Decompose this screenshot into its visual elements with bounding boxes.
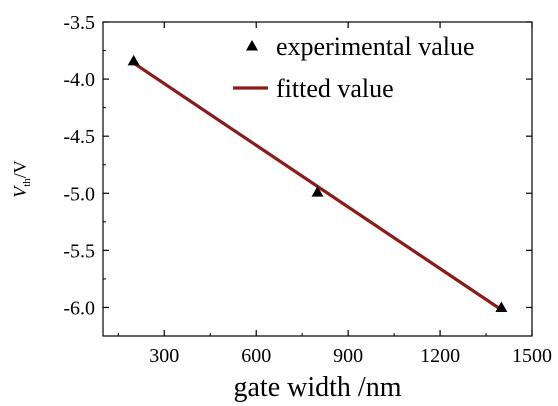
legend-label-fitted: fitted value — [276, 74, 394, 103]
data-point-triangle — [495, 301, 508, 312]
y-axis-ticks: -3.5 -4.0 -4.5 -5.0 -5.5 -6.0 — [63, 12, 532, 319]
x-tick-label: 300 — [149, 345, 179, 367]
x-tick-label: 1500 — [512, 345, 552, 367]
y-axis-title-subscript: th — [21, 178, 33, 187]
data-series — [127, 54, 508, 312]
x-tick-label: 900 — [333, 345, 363, 367]
y-tick-label: -5.5 — [63, 240, 95, 262]
legend-marker-experimental — [246, 40, 258, 51]
data-point-triangle — [311, 186, 324, 197]
y-tick-label: -4.0 — [63, 69, 95, 91]
y-axis-title-unit: /V — [10, 160, 30, 178]
x-axis-ticks: 300 600 900 1200 1500 — [117, 22, 552, 367]
y-tick-label: -4.5 — [63, 126, 95, 148]
x-axis-title: gate width /nm — [234, 372, 402, 403]
data-point-triangle — [127, 54, 140, 66]
legend-label-experimental: experimental value — [276, 32, 475, 61]
y-tick-label: -6.0 — [63, 297, 95, 319]
x-tick-label: 600 — [241, 345, 271, 367]
plot-axes — [102, 21, 533, 337]
legend: experimental value fitted value — [233, 32, 475, 103]
y-axis-title-symbol: V — [10, 185, 30, 198]
y-tick-label: -5.0 — [63, 183, 95, 205]
y-tick-label: -3.5 — [63, 12, 95, 34]
y-axis-title: Vth/V — [10, 160, 33, 198]
x-tick-label: 1200 — [420, 345, 460, 367]
svg-text:Vth/V: Vth/V — [10, 160, 33, 198]
plot-frame — [102, 21, 533, 337]
